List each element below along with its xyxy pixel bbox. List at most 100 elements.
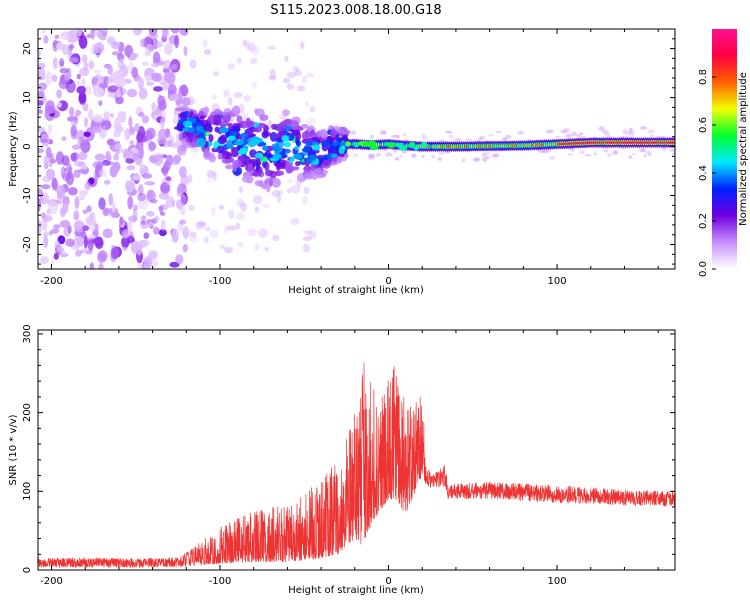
spectrogram-blob: [628, 127, 634, 133]
spectrogram-blob: [213, 114, 221, 125]
spectrogram-blob: [358, 141, 365, 146]
spectrogram-blob: [61, 44, 71, 56]
spectrogram-blob: [294, 70, 303, 76]
y-tick-label: 300: [22, 324, 33, 343]
spectrogram-blob: [295, 140, 302, 147]
spectrogram-blob: [39, 138, 49, 143]
spectrogram-x-ticks: -200 -100 0 100: [40, 29, 659, 287]
spectrogram-blob: [238, 186, 244, 193]
spectrogram-blob: [271, 190, 281, 197]
spectrogram-blob: [38, 188, 43, 198]
snr-panel: -200 -100 0 100 0 100 200 300 Height of straig…: [8, 324, 676, 596]
spectrogram-blob: [114, 70, 125, 79]
spectrogram-blob: [217, 153, 223, 160]
spectrogram-blob: [38, 82, 48, 91]
spectrogram-blob: [224, 224, 229, 235]
spectrogram-blob: [367, 140, 377, 146]
spectrogram-blob: [165, 195, 175, 208]
spectrogram-blob: [106, 139, 117, 147]
spectrogram-blob: [289, 156, 295, 164]
spectrogram-blob: [402, 132, 407, 137]
spectrogram-blob: [261, 130, 269, 139]
spectrogram-blob: [200, 115, 205, 120]
spectrogram-blob: [649, 134, 654, 138]
colorbar-gradient: [712, 29, 737, 269]
spectrogram-blob: [219, 127, 229, 134]
spectrogram-blob: [148, 250, 158, 260]
spectrogram-blob: [272, 146, 282, 152]
spectrogram-blob: [119, 57, 124, 64]
spectrogram-blob: [148, 141, 157, 151]
spectrogram-blob: [92, 29, 101, 32]
spectrogram-blob: [51, 74, 58, 82]
spectrogram-blob: [240, 202, 248, 212]
spectrogram-blob: [153, 215, 160, 223]
spectrogram-blob: [620, 146, 629, 150]
spectrogram-blob: [549, 143, 552, 146]
spectrogram-blob: [110, 212, 121, 218]
spectrogram-blob: [83, 131, 91, 137]
spectrogram-blob: [267, 45, 276, 50]
spectrogram-blob: [596, 141, 599, 144]
spectrogram-blob: [241, 175, 253, 183]
x-tick-label: -200: [40, 576, 63, 587]
spectrogram-blob: [271, 123, 277, 130]
spectrogram-blob: [259, 156, 269, 163]
spectrogram-blob: [41, 29, 46, 35]
spectrogram-blob: [246, 129, 254, 136]
spectrogram-blob: [75, 109, 82, 117]
spectrogram-blob: [187, 174, 193, 184]
spectrogram-blob: [145, 75, 152, 82]
spectrogram-blob: [598, 126, 605, 132]
colorbar-label: Normalized spectral amplitude: [738, 72, 749, 226]
spectrogram-blob: [161, 219, 166, 232]
spectrogram-blob: [92, 161, 104, 169]
spectrogram-blob: [243, 94, 252, 102]
spectrogram-blob: [305, 117, 316, 125]
spectrogram-blob: [57, 246, 64, 253]
spectrogram-blob: [284, 55, 289, 62]
spectrogram-blob: [322, 140, 331, 147]
spectrogram-blob: [134, 123, 140, 132]
spectrogram-blob: [159, 205, 164, 214]
spectrogram-blob: [138, 112, 145, 118]
spectrogram-blob: [251, 45, 260, 56]
spectrogram-blob: [165, 176, 172, 182]
spectrogram-blob: [123, 148, 130, 161]
spectrogram-blob: [198, 221, 207, 227]
colorbar-tick-label: 0.6: [698, 117, 709, 133]
spectrogram-blob: [312, 144, 321, 151]
spectrogram-blob: [203, 149, 210, 157]
spectrogram-blob: [232, 105, 241, 116]
spectrogram-blob: [111, 244, 116, 249]
spectrogram-blob: [265, 169, 274, 177]
spectrogram-blob: [83, 62, 89, 72]
spectrogram-blob: [88, 108, 94, 121]
spectrogram-blob: [59, 68, 69, 74]
spectrogram-blob: [141, 215, 147, 222]
spectrogram-blob: [632, 141, 635, 144]
spectrogram-blob: [38, 68, 46, 81]
spectrogram-blob: [269, 131, 278, 142]
spectrogram-blob: [86, 216, 97, 226]
spectrogram-blob: [227, 63, 235, 70]
spectrogram-blob: [224, 164, 234, 170]
spectrogram-blob: [495, 130, 501, 134]
spectrogram-blob: [228, 96, 233, 106]
spectrogram-blob: [175, 192, 185, 198]
spectrogram-blob: [72, 144, 81, 150]
spectrogram-blob: [224, 247, 234, 254]
spectrogram-blob: [81, 77, 86, 88]
x-tick-label: -100: [209, 576, 232, 587]
spectrogram-blob: [286, 71, 297, 79]
spectrogram-blob: [140, 38, 147, 48]
spectrogram-blob: [295, 67, 300, 73]
spectrogram-blob: [307, 230, 317, 239]
spectrogram-blob: [161, 182, 168, 194]
spectrogram-blob: [303, 186, 310, 195]
spectrogram-blob: [144, 181, 156, 186]
spectrogram-blob: [218, 204, 225, 210]
spectrogram-blob: [322, 160, 329, 167]
spectrogram-blob: [254, 244, 260, 250]
y-tick-label: -20: [22, 236, 33, 252]
